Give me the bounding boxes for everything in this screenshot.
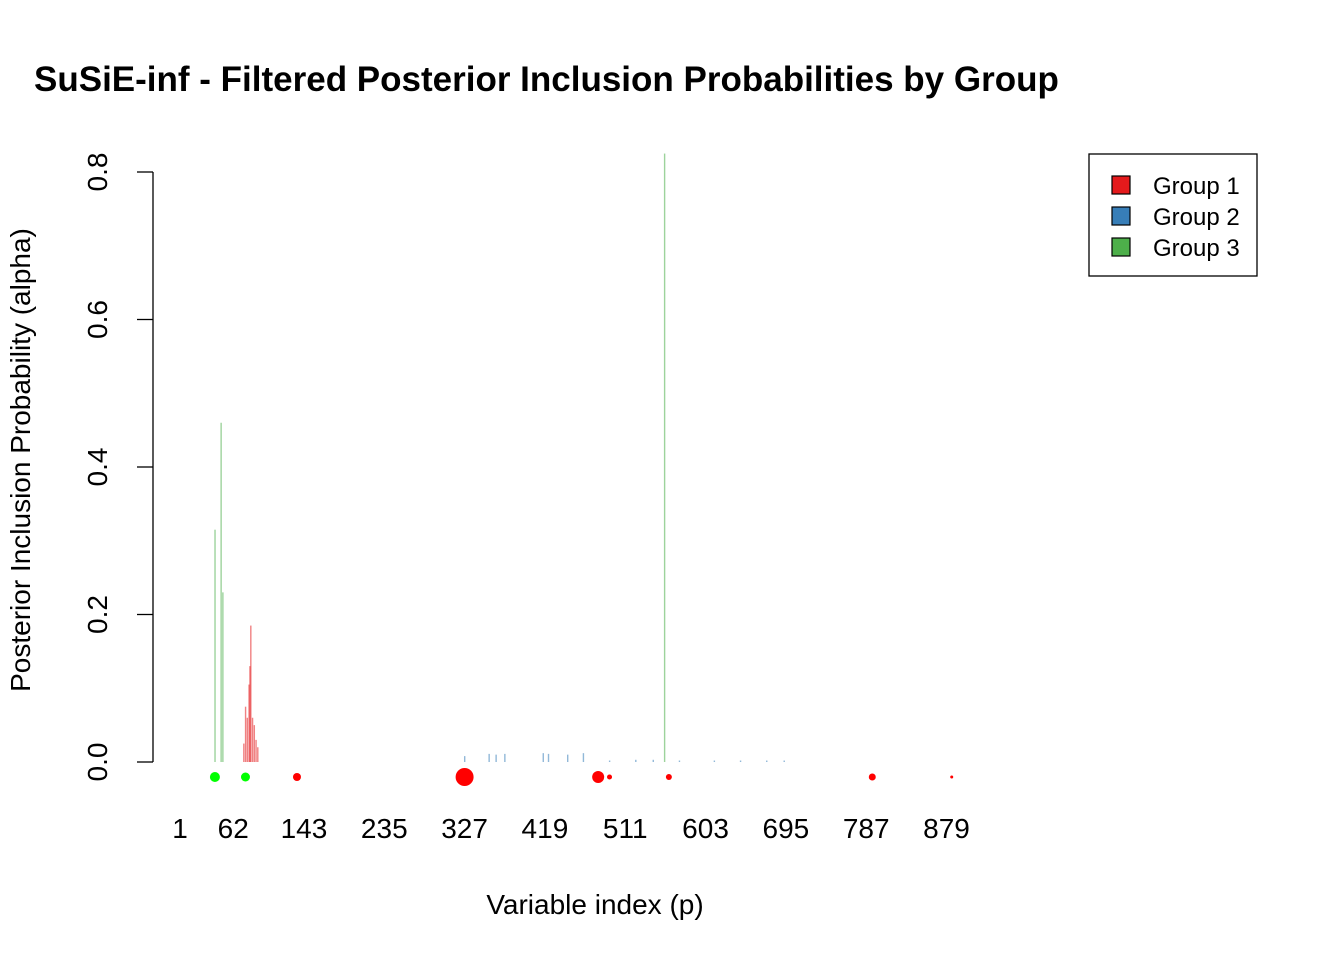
legend-label-3: Group 3 bbox=[1153, 235, 1240, 262]
chart-title: SuSiE-inf - Filtered Posterior Inclusion… bbox=[34, 60, 1059, 99]
bar-group-1-3 bbox=[248, 684, 250, 762]
marker-point-2 bbox=[292, 773, 301, 781]
legend: Group 1 Group 2 Group 3 bbox=[1088, 153, 1258, 277]
x-tick-label-8: 695 bbox=[763, 813, 810, 844]
x-tick-label-3: 235 bbox=[361, 813, 408, 844]
bar-group-3-1 bbox=[220, 422, 222, 762]
bar-group-2-13 bbox=[739, 760, 742, 762]
bar-group-2-11 bbox=[678, 760, 681, 762]
x-axis-tick-labels: 1 62 143 235 327 419 511 603 695 787 879 bbox=[172, 813, 970, 844]
bar-group-1-1 bbox=[244, 706, 247, 762]
x-tick-label-10: 879 bbox=[923, 813, 970, 844]
x-tick-label-6: 511 bbox=[603, 813, 648, 844]
y-axis-ticks: 0.0 0.2 0.4 0.6 0.8 bbox=[82, 153, 153, 782]
legend-label-2: Group 2 bbox=[1153, 204, 1240, 231]
bar-group-1-2 bbox=[246, 717, 249, 762]
y-tick-label-2: 0.4 bbox=[82, 448, 113, 487]
bar-group-1-8 bbox=[255, 739, 257, 762]
bar-group-2-7 bbox=[582, 753, 585, 762]
legend-swatch-1 bbox=[1111, 175, 1131, 195]
x-tick-label-0: 1 bbox=[172, 813, 188, 844]
legend-swatch-2 bbox=[1111, 206, 1131, 226]
bar-group-2-10 bbox=[652, 759, 654, 762]
bar-group-1-0 bbox=[243, 743, 245, 762]
bar-group-3-0 bbox=[214, 529, 216, 762]
marker-point-5 bbox=[607, 774, 613, 780]
y-tick-label-1: 0.2 bbox=[82, 595, 113, 634]
bar-group-2-0 bbox=[463, 756, 466, 762]
x-tick-label-9: 787 bbox=[843, 813, 890, 844]
legend-label-1: Group 1 bbox=[1153, 173, 1240, 200]
bar-group-2-4 bbox=[542, 753, 544, 762]
x-tick-label-4: 327 bbox=[441, 813, 488, 844]
marker-point-8 bbox=[950, 775, 954, 779]
x-axis-label: Variable index (p) bbox=[486, 889, 703, 920]
marker-point-6 bbox=[665, 774, 672, 780]
bar-group-1-4 bbox=[249, 666, 251, 762]
marker-point-1 bbox=[240, 772, 250, 782]
bar-group-2-8 bbox=[608, 760, 611, 762]
bar-group-1-7 bbox=[253, 725, 256, 762]
bar-group-2-3 bbox=[504, 753, 506, 762]
bar-group-2-5 bbox=[547, 753, 550, 762]
y-tick-label-3: 0.6 bbox=[82, 300, 113, 339]
bar-group-2-9 bbox=[635, 759, 637, 762]
marker-point-0 bbox=[209, 772, 220, 782]
bar-group-2-6 bbox=[567, 754, 569, 762]
bar-group-2-12 bbox=[713, 760, 716, 762]
legend-swatch-3 bbox=[1111, 237, 1131, 257]
bar-group-1-9 bbox=[257, 747, 259, 762]
bars-layer bbox=[214, 153, 785, 762]
points-layer bbox=[209, 768, 954, 786]
bar-group-1-5 bbox=[250, 625, 252, 762]
y-tick-label-4: 0.8 bbox=[82, 153, 113, 192]
y-tick-label-0: 0.0 bbox=[82, 743, 113, 782]
bar-group-3-2 bbox=[222, 592, 224, 762]
bar-group-2-2 bbox=[495, 754, 497, 762]
bar-group-2-1 bbox=[488, 753, 490, 762]
bar-group-3-3 bbox=[663, 153, 666, 762]
x-tick-label-2: 143 bbox=[281, 813, 328, 844]
bar-group-1-6 bbox=[251, 717, 254, 762]
x-tick-label-1: 62 bbox=[218, 813, 249, 844]
bar-group-2-15 bbox=[783, 760, 785, 762]
bar-group-2-14 bbox=[766, 760, 768, 762]
x-tick-label-7: 603 bbox=[682, 813, 729, 844]
marker-point-3 bbox=[455, 768, 474, 786]
x-tick-label-5: 419 bbox=[522, 813, 569, 844]
marker-point-7 bbox=[868, 773, 876, 781]
marker-point-4 bbox=[592, 771, 605, 783]
y-axis-label: Posterior Inclusion Probability (alpha) bbox=[5, 228, 36, 692]
